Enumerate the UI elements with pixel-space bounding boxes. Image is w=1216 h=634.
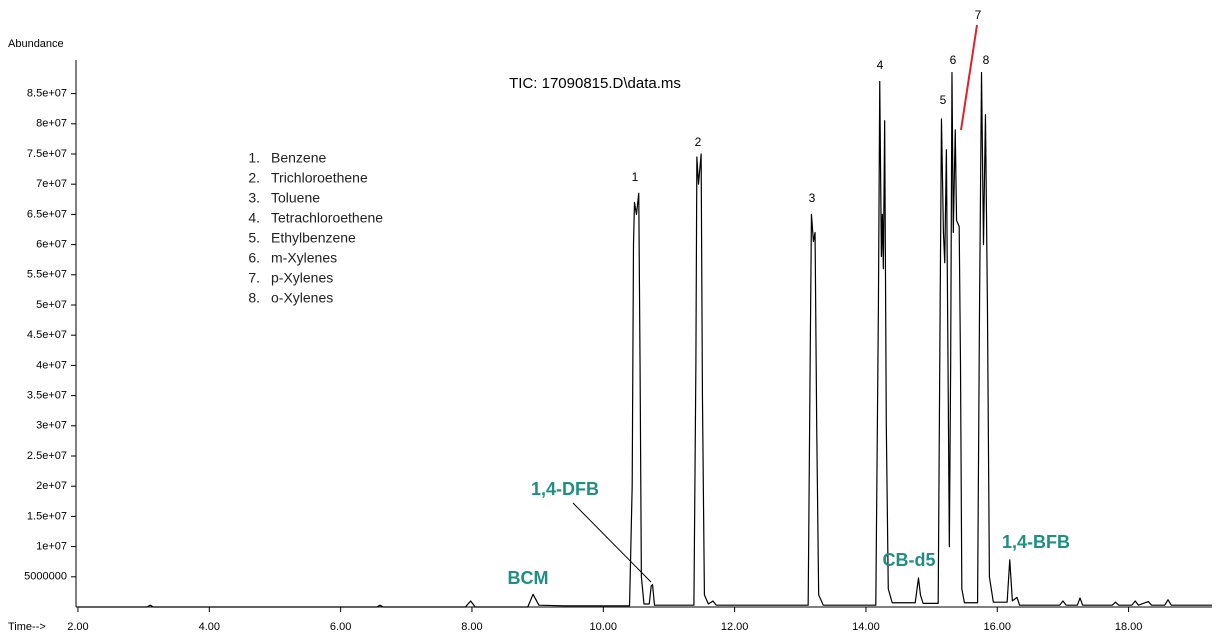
chart-title: TIC: 17090815.D\data.ms: [509, 75, 681, 92]
x-tick-label: 10.00: [590, 621, 618, 633]
x-tick-label: 18.00: [1115, 621, 1143, 633]
peak-label: 3: [809, 191, 816, 205]
legend-marker: 6.: [248, 250, 260, 266]
y-tick-label: 1e+07: [36, 541, 67, 553]
y-tick-label: 4.5e+07: [27, 329, 67, 341]
legend-label: Tetrachloroethene: [271, 210, 383, 226]
trace: [77, 71, 1212, 608]
peak-label: 2: [695, 135, 702, 149]
legend-label: Toluene: [271, 190, 320, 206]
y-tick-label: 8e+07: [36, 118, 67, 130]
legend-label: Benzene: [271, 150, 326, 166]
y-tick-label: 5.5e+07: [27, 269, 67, 281]
y-tick-label: 3.5e+07: [27, 390, 67, 402]
legend-label: Trichloroethene: [271, 170, 368, 186]
compound-label: BCM: [508, 568, 549, 588]
peak-label: 6: [950, 53, 957, 67]
legend-marker: 1.: [248, 150, 260, 166]
legend-marker: 7.: [248, 270, 260, 286]
y-tick-label: 7e+07: [36, 178, 67, 190]
leader-line: [960, 24, 978, 131]
legend-marker: 3.: [248, 190, 260, 206]
peak-label: 7: [975, 8, 982, 22]
legend-label: o-Xylenes: [271, 290, 333, 306]
x-tick-label: 2.00: [67, 621, 88, 633]
compound-label: 1,4-BFB: [1002, 532, 1070, 552]
x-tick-label: 14.00: [852, 621, 880, 633]
y-tick-label: 3e+07: [36, 420, 67, 432]
y-tick-label: 8.5e+07: [27, 88, 67, 100]
y-tick-label: 2e+07: [36, 480, 67, 492]
legend-marker: 8.: [248, 290, 260, 306]
y-tick-label: 7.5e+07: [27, 148, 67, 160]
y-tick-label: 5000000: [24, 571, 67, 583]
y-axis-label: Abundance: [8, 38, 64, 50]
y-tick-label: 1.5e+07: [27, 510, 67, 522]
peak-label: 8: [983, 53, 990, 67]
legend-marker: 4.: [248, 210, 260, 226]
legend-label: p-Xylenes: [271, 270, 333, 286]
legend-marker: 5.: [248, 230, 260, 246]
y-tick-label: 6.5e+07: [27, 208, 67, 220]
legend-label: Ethylbenzene: [271, 230, 356, 246]
x-tick-label: 8.00: [461, 621, 482, 633]
x-tick-label: 16.00: [984, 621, 1012, 633]
peak-label: 1: [632, 170, 639, 184]
peak-label: 5: [940, 93, 947, 107]
y-tick-label: 2.5e+07: [27, 450, 67, 462]
compound-label: 1,4-DFB: [531, 479, 599, 499]
x-tick-label: 12.00: [721, 621, 749, 633]
legend-label: m-Xylenes: [271, 250, 337, 266]
x-tick-label: 6.00: [330, 621, 351, 633]
compound-label: CB-d5: [883, 550, 936, 570]
y-tick-label: 5e+07: [36, 299, 67, 311]
y-tick-label: 4e+07: [36, 359, 67, 371]
x-axis-label: Time-->: [8, 621, 46, 633]
x-tick-label: 4.00: [199, 621, 220, 633]
peak-label: 4: [877, 58, 884, 72]
leader-line: [572, 502, 652, 583]
y-tick-label: 6e+07: [36, 239, 67, 251]
legend-marker: 2.: [248, 170, 260, 186]
